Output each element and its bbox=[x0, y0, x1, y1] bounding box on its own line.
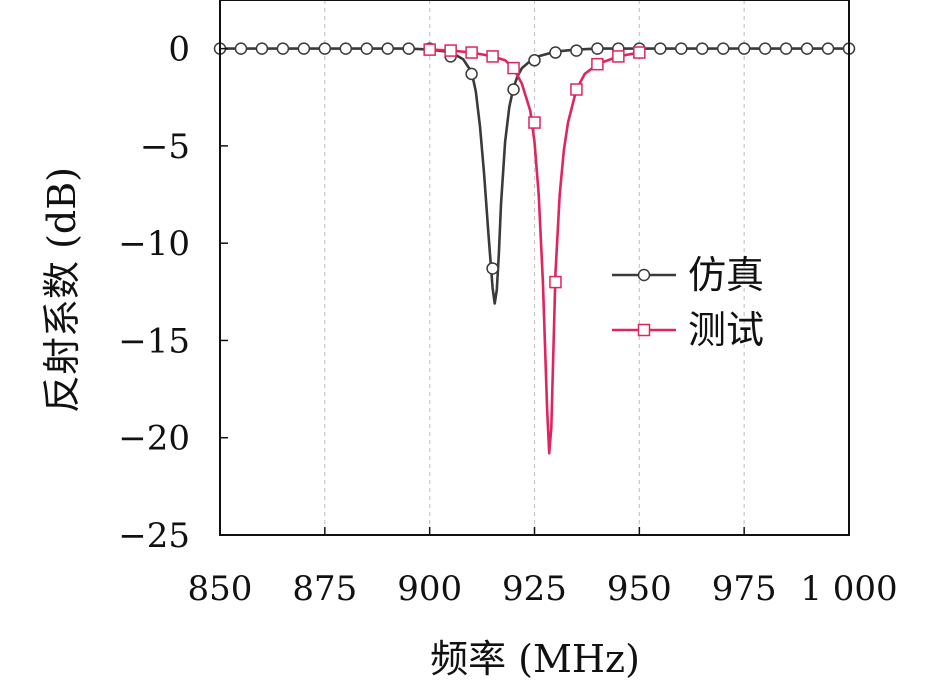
data-point bbox=[528, 54, 541, 67]
data-point bbox=[570, 44, 583, 57]
y-tick-label: −25 bbox=[118, 516, 190, 556]
series-layer bbox=[213, 42, 856, 455]
legend-label: 测试 bbox=[688, 308, 764, 352]
x-tick-label: 900 bbox=[397, 569, 462, 609]
data-point bbox=[276, 42, 290, 55]
data-point bbox=[528, 116, 541, 129]
x-tick-label: 975 bbox=[712, 569, 777, 609]
data-point bbox=[570, 83, 583, 96]
data-point bbox=[821, 42, 835, 55]
data-point bbox=[507, 61, 520, 75]
x-tick-label: 850 bbox=[188, 569, 253, 609]
x-tick-label: 1 000 bbox=[800, 569, 897, 609]
data-point bbox=[465, 67, 478, 81]
data-point bbox=[360, 42, 374, 55]
data-point bbox=[800, 42, 814, 55]
data-point bbox=[423, 43, 436, 56]
legend-label: 仿真 bbox=[688, 253, 764, 297]
data-point bbox=[737, 42, 751, 55]
y-tick-label: −5 bbox=[140, 127, 190, 167]
data-point bbox=[465, 46, 478, 59]
y-tick-label: 0 bbox=[168, 30, 190, 70]
data-point bbox=[486, 50, 499, 63]
x-tick-label: 950 bbox=[607, 569, 672, 609]
data-point bbox=[507, 83, 520, 96]
data-point bbox=[758, 42, 772, 55]
data-point bbox=[444, 44, 457, 57]
x-axis-label: 频率 (MHz) bbox=[430, 637, 640, 681]
x-tick-label: 925 bbox=[502, 569, 567, 609]
data-point bbox=[654, 42, 667, 55]
y-axis-label: 反射系数 (dB) bbox=[40, 167, 84, 413]
series-1 bbox=[423, 43, 646, 455]
y-tick-label: −10 bbox=[118, 224, 190, 264]
data-point bbox=[255, 42, 269, 55]
data-point bbox=[234, 42, 248, 55]
x-tick-label: 875 bbox=[292, 569, 357, 609]
data-point bbox=[297, 42, 311, 55]
data-point bbox=[318, 42, 332, 55]
y-tick-label: −20 bbox=[118, 419, 190, 459]
data-point bbox=[675, 42, 688, 55]
data-point bbox=[402, 42, 415, 55]
legend-marker bbox=[637, 268, 651, 282]
data-point bbox=[381, 42, 394, 55]
data-point bbox=[591, 57, 604, 71]
grid bbox=[324, 0, 745, 535]
data-point bbox=[716, 42, 730, 55]
data-point bbox=[549, 46, 562, 59]
tick-labels: 850 875 900 925 950 975 1 000 0 −5 −10 −15 −20 −25 bbox=[118, 30, 897, 609]
data-point bbox=[549, 275, 562, 289]
y-tick-label: −15 bbox=[118, 321, 190, 361]
data-point bbox=[486, 262, 499, 275]
legend-marker bbox=[637, 323, 651, 337]
data-point bbox=[339, 42, 353, 55]
data-point bbox=[612, 50, 625, 63]
data-point bbox=[591, 42, 604, 55]
data-point bbox=[633, 46, 646, 59]
data-point bbox=[779, 42, 793, 55]
ticks bbox=[219, 47, 850, 536]
data-point bbox=[695, 42, 709, 55]
